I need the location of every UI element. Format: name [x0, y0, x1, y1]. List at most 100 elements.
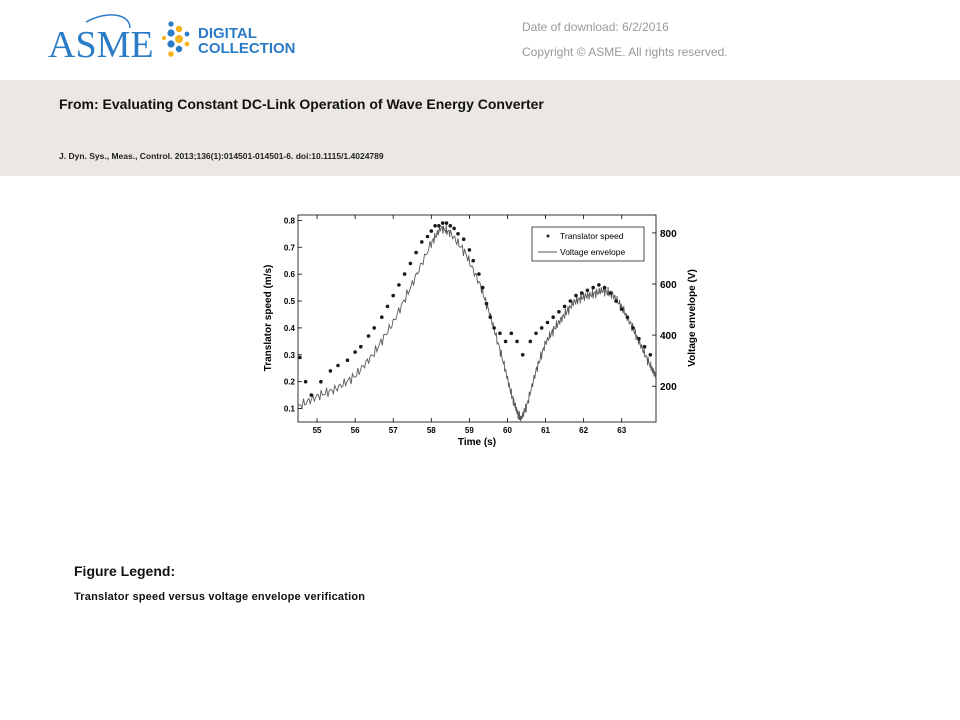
x-tick-label: 63 [617, 426, 626, 435]
figure: 0.1 0.2 0.3 0.4 0.5 0.6 0.7 0.8 200 400 600 800 55… [250, 205, 720, 455]
speed-point [480, 285, 485, 290]
legend-speed-marker [546, 234, 550, 238]
figure-legend-heading: Figure Legend: [74, 563, 176, 579]
speed-point [608, 291, 613, 295]
speed-point [492, 326, 496, 330]
speed-point [545, 320, 550, 325]
y-tick-label: 0.4 [284, 324, 296, 333]
download-date-value: 6/2/2016 [622, 20, 669, 34]
copyright-notice: Copyright © ASME. All rights reserved. [522, 45, 728, 59]
logo-dots [162, 21, 190, 57]
speed-point [528, 339, 533, 344]
speed-point [448, 224, 453, 228]
speed-point [467, 248, 472, 252]
speed-point [366, 334, 371, 338]
speed-point [328, 369, 333, 373]
speed-point [574, 293, 578, 298]
speed-point [625, 315, 630, 319]
download-date-label: Date of download: [522, 20, 619, 34]
speed-point [408, 261, 413, 266]
speed-point [336, 363, 340, 368]
speed-point [425, 234, 430, 239]
y-tick-label: 0.5 [284, 297, 296, 306]
speed-point [585, 288, 590, 293]
x-axis-label: Time (s) [458, 437, 496, 448]
speed-point [319, 379, 323, 384]
speed-point [433, 224, 437, 228]
x-tick-label: 56 [351, 426, 360, 435]
speed-point [619, 307, 624, 311]
x-tick-label: 60 [503, 426, 512, 435]
chart: 0.1 0.2 0.3 0.4 0.5 0.6 0.7 0.8 200 400 600 800 55… [263, 214, 698, 448]
speed-point [461, 237, 466, 241]
speed-point [551, 315, 555, 319]
speed-point [385, 304, 390, 309]
speed-point [437, 224, 441, 228]
speed-point [568, 299, 573, 303]
article-header-band [0, 80, 960, 176]
speed-point [520, 353, 525, 357]
speed-point [498, 331, 502, 336]
logo-wordmark: ASME [48, 24, 154, 66]
speed-point [614, 299, 618, 303]
speed-point [539, 326, 544, 330]
y-tick-label: 0.3 [284, 351, 296, 360]
speed-point [380, 315, 384, 319]
y2-tick-label: 200 [660, 382, 677, 393]
x-tick-label: 62 [579, 426, 588, 435]
speed-point [372, 326, 376, 330]
speed-point [353, 350, 357, 354]
speed-point [359, 344, 363, 349]
speed-point [397, 283, 401, 287]
speed-point [456, 232, 460, 236]
speed-point [444, 221, 449, 225]
logo-swoosh [85, 14, 131, 29]
logo-digital: DIGITAL [198, 25, 257, 42]
logo-collection: COLLECTION [198, 40, 296, 57]
speed-point [579, 291, 584, 295]
speed-point [509, 331, 514, 336]
speed-point [414, 250, 418, 255]
chart-legend: Translator speed Voltage envelope [531, 226, 645, 262]
speed-point [488, 315, 493, 319]
speed-point [534, 331, 538, 336]
speed-point [515, 339, 519, 344]
y2-tick-label: 400 [660, 331, 677, 342]
speed-point [402, 272, 407, 276]
figure-legend-text: Translator speed versus voltage envelope… [74, 591, 366, 603]
legend-voltage-label: Voltage envelope [560, 247, 625, 257]
speed-point [562, 304, 567, 309]
speed-point [298, 355, 302, 360]
x-tick-label: 61 [541, 426, 550, 435]
asme-logo[interactable]: ASME DIGITAL COLLECTION [48, 8, 328, 70]
x-tick-label: 55 [313, 426, 322, 435]
speed-point [637, 336, 641, 341]
speed-point [503, 339, 508, 344]
legend-speed-label: Translator speed [560, 231, 624, 241]
speed-point [642, 344, 647, 349]
y-axis-label: Translator speed (m/s) [263, 265, 274, 372]
speed-point [345, 358, 350, 362]
article-title: From: Evaluating Constant DC-Link Operat… [59, 96, 544, 112]
y-tick-label: 0.7 [284, 243, 296, 252]
speed-point [591, 285, 595, 290]
x-tick-label: 59 [465, 426, 474, 435]
speed-point [471, 258, 475, 263]
legend-box [531, 226, 645, 262]
speed-point [597, 283, 601, 287]
speed-point [602, 285, 607, 290]
y-tick-label: 0.1 [284, 405, 296, 414]
x-tick-label: 58 [427, 426, 436, 435]
speed-point [420, 240, 424, 244]
speed-point [452, 226, 456, 231]
y2-axis-label: Voltage envelope (V) [687, 269, 698, 367]
y-tick-label: 0.2 [284, 378, 296, 387]
speed-point [648, 353, 653, 357]
speed-point [484, 301, 489, 306]
y2-tick-label: 600 [660, 280, 677, 291]
y2-tick-label: 800 [660, 229, 677, 240]
speed-point [309, 393, 314, 397]
speed-point [303, 379, 308, 384]
y-tick-label: 0.8 [284, 216, 296, 225]
article-citation: J. Dyn. Sys., Meas., Control. 2013;136(1… [59, 151, 384, 161]
